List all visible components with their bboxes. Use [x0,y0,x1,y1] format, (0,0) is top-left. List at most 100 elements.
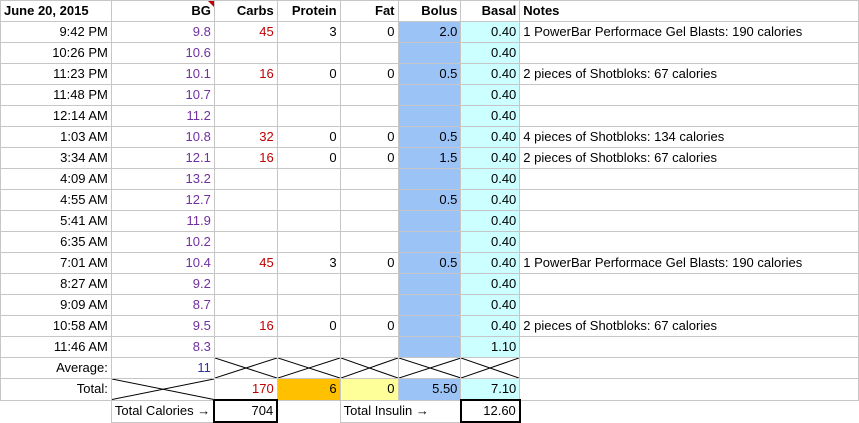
time-cell[interactable]: 11:23 PM [0,63,112,85]
time-cell[interactable]: 8:27 AM [0,273,112,295]
bolus-cell[interactable] [397,273,462,295]
total-calories-label[interactable]: Total Calories → [110,399,215,423]
bolus-cell[interactable] [397,42,462,64]
basal-cell[interactable]: 0.40 [460,42,521,64]
time-cell[interactable]: 5:41 AM [0,210,112,232]
notes-cell[interactable] [519,231,859,253]
notes-cell[interactable] [519,105,859,127]
carbs-cell[interactable] [213,42,278,64]
basal-cell[interactable]: 0.40 [460,252,521,274]
protein-cell[interactable]: 3 [276,21,341,43]
protein-cell[interactable] [276,273,341,295]
basal-cell[interactable]: 0.40 [460,315,521,337]
time-cell[interactable]: 11:46 AM [0,336,112,358]
date-header[interactable]: June 20, 2015 [0,0,112,22]
carbs-cell[interactable]: 45 [213,21,278,43]
time-cell[interactable]: 10:58 AM [0,315,112,337]
basal-cell[interactable]: 0.40 [460,231,521,253]
average-carbs-crossed-cell[interactable] [213,357,278,379]
carbs-cell[interactable]: 16 [213,315,278,337]
basal-cell[interactable]: 0.40 [460,273,521,295]
bg-cell[interactable]: 9.2 [110,273,215,295]
bolus-cell[interactable] [397,210,462,232]
average-basal-crossed-cell[interactable] [460,357,521,379]
bg-cell[interactable]: 12.7 [110,189,215,211]
bg-header[interactable]: BG [110,0,215,22]
fat-cell[interactable] [339,189,399,211]
notes-cell[interactable]: 1 PowerBar Performace Gel Blasts: 190 ca… [519,21,859,43]
fat-cell[interactable]: 0 [339,21,399,43]
bolus-cell[interactable]: 0.5 [397,126,462,148]
basal-cell[interactable]: 0.40 [460,189,521,211]
protein-cell[interactable] [276,189,341,211]
notes-cell[interactable] [519,42,859,64]
bg-cell[interactable]: 11.9 [110,210,215,232]
bolus-header[interactable]: Bolus [397,0,462,22]
basal-cell[interactable]: 0.40 [460,63,521,85]
notes-cell[interactable] [519,336,859,358]
bg-cell[interactable]: 10.7 [110,84,215,106]
bg-cell[interactable]: 8.3 [110,336,215,358]
time-cell[interactable]: 4:55 AM [0,189,112,211]
total-bolus-value[interactable]: 5.50 [397,378,462,401]
bg-cell[interactable]: 12.1 [110,147,215,169]
basal-header[interactable]: Basal [460,0,521,22]
protein-cell[interactable] [276,210,341,232]
fat-cell[interactable] [339,231,399,253]
bolus-cell[interactable] [397,231,462,253]
total-label[interactable]: Total: [0,378,112,401]
bolus-cell[interactable] [397,105,462,127]
basal-cell[interactable]: 0.40 [460,84,521,106]
carbs-cell[interactable]: 16 [213,147,278,169]
fat-cell[interactable] [339,168,399,190]
time-cell[interactable]: 7:01 AM [0,252,112,274]
time-cell[interactable]: 6:35 AM [0,231,112,253]
protein-cell[interactable]: 0 [276,315,341,337]
bolus-cell[interactable]: 1.5 [397,147,462,169]
protein-header[interactable]: Protein [276,0,341,22]
bolus-cell[interactable] [397,315,462,337]
fat-cell[interactable] [339,336,399,358]
time-cell[interactable]: 10:26 PM [0,42,112,64]
total-insulin-value[interactable]: 12.60 [459,399,521,423]
fat-cell[interactable]: 0 [339,126,399,148]
fat-cell[interactable]: 0 [339,252,399,274]
carbs-cell[interactable]: 45 [213,252,278,274]
basal-cell[interactable]: 0.40 [460,105,521,127]
carbs-header[interactable]: Carbs [213,0,278,22]
fat-cell[interactable]: 0 [339,315,399,337]
fat-cell[interactable]: 0 [339,63,399,85]
protein-cell[interactable]: 0 [276,147,341,169]
basal-cell[interactable]: 0.40 [460,210,521,232]
protein-cell[interactable]: 0 [276,126,341,148]
average-bg-value[interactable]: 11 [110,357,215,379]
carbs-cell[interactable] [213,273,278,295]
bg-cell[interactable]: 10.2 [110,231,215,253]
carbs-cell[interactable] [213,168,278,190]
bolus-cell[interactable] [397,168,462,190]
notes-cell[interactable] [519,357,859,379]
basal-cell[interactable]: 1.10 [460,336,521,358]
average-bolus-crossed-cell[interactable] [397,357,462,379]
total-carbs-value[interactable]: 170 [213,378,278,401]
bolus-cell[interactable] [397,336,462,358]
total-fat-value[interactable]: 0 [339,378,399,401]
notes-cell[interactable]: 2 pieces of Shotbloks: 67 calories [519,63,859,85]
bg-cell[interactable]: 10.6 [110,42,215,64]
total-insulin-label[interactable]: Total Insulin → [339,399,462,423]
carbs-cell[interactable] [213,84,278,106]
fat-cell[interactable] [339,105,399,127]
notes-header[interactable]: Notes [519,0,859,22]
total-bg-crossed-cell[interactable] [110,378,215,401]
basal-cell[interactable]: 0.40 [460,294,521,316]
bolus-cell[interactable]: 0.5 [397,189,462,211]
average-label[interactable]: Average: [0,357,112,379]
bg-cell[interactable]: 9.8 [110,21,215,43]
notes-cell[interactable] [519,168,859,190]
fat-cell[interactable] [339,294,399,316]
bg-cell[interactable]: 10.1 [110,63,215,85]
notes-cell[interactable]: 4 pieces of Shotbloks: 134 calories [519,126,859,148]
bg-cell[interactable]: 10.8 [110,126,215,148]
bolus-cell[interactable]: 2.0 [397,21,462,43]
basal-cell[interactable]: 0.40 [460,21,521,43]
